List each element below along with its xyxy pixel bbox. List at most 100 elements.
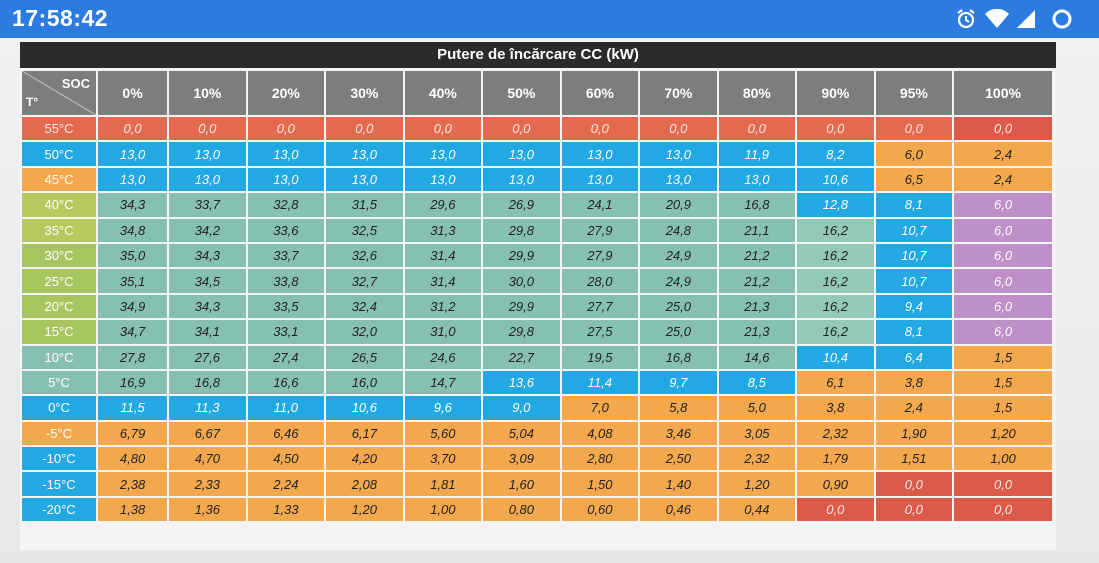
table-cell: 34,3 — [169, 243, 246, 268]
table-cell: 2,32 — [797, 421, 874, 446]
table-cell: 6,0 — [954, 193, 1052, 217]
table-cell: 0,0 — [797, 117, 874, 141]
table-cell: 6,79 — [98, 421, 168, 446]
table-cell: 1,51 — [875, 447, 953, 471]
table-cell: 11,9 — [718, 142, 796, 166]
temperature-row-header: -5°C — [22, 421, 96, 446]
table-cell: 1,60 — [483, 472, 560, 496]
wifi-icon — [985, 8, 1009, 34]
temperature-row-header: 50°C — [22, 142, 96, 166]
table-cell: 13,0 — [247, 167, 325, 192]
table-cell: 32,4 — [326, 294, 403, 319]
temperature-row-header: 30°C — [22, 243, 96, 268]
table-cell: 10,6 — [326, 396, 403, 420]
column-header: 40% — [404, 71, 482, 115]
table-cell: 16,6 — [247, 370, 325, 395]
table-row: 30°C 35,0 34,3 33,7 32,6 31,4 29,9 27,9 24,9 21,2… — [22, 243, 1052, 268]
table-row: -5°C 6,79 6,67 6,46 6,17 5,60 5,04 4,08 3,46 3,05… — [22, 421, 1052, 446]
temperature-row-header: 15°C — [22, 320, 96, 344]
table-cell: 33,7 — [169, 193, 246, 217]
table-cell: 34,7 — [98, 320, 168, 344]
temperature-row-header: 35°C — [22, 218, 96, 242]
table-cell: 4,50 — [247, 447, 325, 471]
table-cell: 0,0 — [169, 117, 246, 141]
charging-power-table-sheet: Putere de încărcare CC (kW) SOC T° 0% 10%… — [20, 42, 1056, 550]
table-cell: 27,9 — [561, 243, 639, 268]
table-cell: 2,50 — [640, 447, 717, 471]
table-cell: 6,46 — [247, 421, 325, 446]
table-cell: 31,0 — [404, 320, 482, 344]
table-cell: 31,3 — [404, 218, 482, 242]
table-cell: 0,0 — [875, 117, 953, 141]
table-cell: 13,0 — [483, 167, 560, 192]
table-cell: 10,6 — [797, 167, 874, 192]
table-cell: 31,2 — [404, 294, 482, 319]
temperature-label: T° — [26, 95, 39, 109]
table-cell: 0,0 — [404, 117, 482, 141]
table-row: 20°C 34,9 34,3 33,5 32,4 31,2 29,9 27,7 25,0 21,3… — [22, 294, 1052, 319]
table-cell: 34,5 — [169, 269, 246, 293]
table-row: 55°C 0,0 0,0 0,0 0,0 0,0 0,0 0,0 0,0 0,0 0,0 0,0 0,0 — [22, 117, 1052, 141]
table-cell: 6,1 — [797, 370, 874, 395]
table-cell: 13,0 — [326, 142, 403, 166]
table-cell: 3,8 — [797, 396, 874, 420]
table-cell: 6,0 — [875, 142, 953, 166]
table-cell: 33,6 — [247, 218, 325, 242]
table-cell: 20,9 — [640, 193, 717, 217]
header-row: SOC T° 0% 10% 20% 30% 40% 50% 60% 70% 80% 90% 95% 1… — [22, 71, 1052, 115]
table-cell: 1,5 — [954, 345, 1052, 369]
column-header: 20% — [247, 71, 325, 115]
table-cell: 0,44 — [718, 497, 796, 522]
table-cell: 31,5 — [326, 193, 403, 217]
signal-icon — [1017, 10, 1035, 33]
table-cell: 21,1 — [718, 218, 796, 242]
table-cell: 29,8 — [483, 218, 560, 242]
column-header: 60% — [561, 71, 639, 115]
table-row: 40°C 34,3 33,7 32,8 31,5 29,6 26,9 24,1 20,9 16,8… — [22, 193, 1052, 217]
table-row: 5°C 16,9 16,8 16,6 16,0 14,7 13,6 11,4 9,7 8,5 6,1… — [22, 370, 1052, 395]
table-row: 0°C 11,5 11,3 11,0 10,6 9,6 9,0 7,0 5,8 5,0 3,8 2,4… — [22, 396, 1052, 420]
temperature-row-header: 45°C — [22, 167, 96, 192]
table-row: 25°C 35,1 34,5 33,8 32,7 31,4 30,0 28,0 24,9 21,2… — [22, 269, 1052, 293]
table-cell: 29,6 — [404, 193, 482, 217]
table-cell: 22,7 — [483, 345, 560, 369]
table-cell: 13,0 — [169, 167, 246, 192]
table-row: 45°C 13,0 13,0 13,0 13,0 13,0 13,0 13,0 13,0 13,0… — [22, 167, 1052, 192]
table-cell: 13,0 — [561, 167, 639, 192]
table-cell: 27,5 — [561, 320, 639, 344]
table-cell: 27,6 — [169, 345, 246, 369]
table-cell: 16,0 — [326, 370, 403, 395]
table-cell: 24,6 — [404, 345, 482, 369]
table-cell: 25,0 — [640, 320, 717, 344]
table-row: 10°C 27,8 27,6 27,4 26,5 24,6 22,7 19,5 16,8 14,6… — [22, 345, 1052, 369]
table-cell: 13,0 — [169, 142, 246, 166]
table-cell: 16,9 — [98, 370, 168, 395]
table-cell: 8,1 — [875, 320, 953, 344]
table-cell: 4,70 — [169, 447, 246, 471]
table-cell: 32,5 — [326, 218, 403, 242]
table-cell: 16,2 — [797, 294, 874, 319]
table-cell: 21,2 — [718, 269, 796, 293]
column-header: 70% — [640, 71, 717, 115]
table-cell: 21,2 — [718, 243, 796, 268]
table-cell: 6,0 — [954, 320, 1052, 344]
column-header: 100% — [954, 71, 1052, 115]
table-cell: 30,0 — [483, 269, 560, 293]
temperature-row-header: 55°C — [22, 117, 96, 141]
column-header: 0% — [98, 71, 168, 115]
table-cell: 19,5 — [561, 345, 639, 369]
table-cell: 32,0 — [326, 320, 403, 344]
table-cell: 13,0 — [483, 142, 560, 166]
table-cell: 2,33 — [169, 472, 246, 496]
table-cell: 0,0 — [98, 117, 168, 141]
table-cell: 0,0 — [483, 117, 560, 141]
table-cell: 0,80 — [483, 497, 560, 522]
table-cell: 0,0 — [326, 117, 403, 141]
table-cell: 33,5 — [247, 294, 325, 319]
table-cell: 33,7 — [247, 243, 325, 268]
table-cell: 3,8 — [875, 370, 953, 395]
table-cell: 11,4 — [561, 370, 639, 395]
table-cell: 16,2 — [797, 243, 874, 268]
table-cell: 6,0 — [954, 294, 1052, 319]
table-cell: 9,4 — [875, 294, 953, 319]
